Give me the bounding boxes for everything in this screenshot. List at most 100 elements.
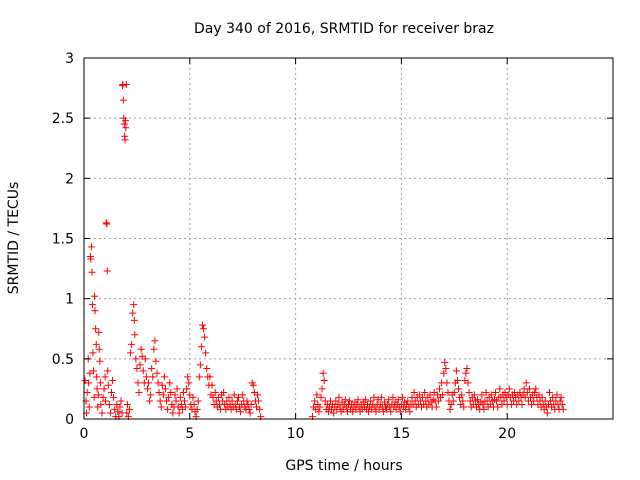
y-tick-label: 0.5: [52, 352, 74, 368]
data-point: [150, 345, 158, 353]
data-point: [387, 408, 395, 416]
x-tick-label: 20: [498, 426, 516, 442]
y-axis-label: SRMTID / TECUs: [6, 182, 22, 295]
y-tick-label: 1.5: [52, 232, 74, 248]
data-point: [255, 397, 263, 405]
data-point: [130, 316, 138, 324]
data-point: [148, 364, 156, 372]
data-point: [103, 267, 111, 275]
data-point: [182, 403, 190, 411]
data-point: [377, 393, 385, 401]
data-point: [95, 328, 103, 336]
data-point: [89, 349, 97, 357]
data-point: [129, 309, 137, 317]
data-point: [104, 367, 112, 375]
data-point: [478, 391, 486, 399]
data-point: [183, 385, 191, 393]
data-point: [90, 367, 98, 375]
data-point: [317, 393, 325, 401]
data-point: [361, 396, 369, 404]
data-point: [122, 80, 130, 88]
data-point: [558, 401, 566, 409]
data-point: [149, 373, 157, 381]
data-point: [231, 401, 239, 409]
x-tick-label: 0: [80, 426, 89, 442]
data-point: [440, 369, 448, 377]
data-point: [318, 385, 326, 393]
data-point: [370, 393, 378, 401]
data-point: [85, 379, 93, 387]
data-point: [311, 397, 319, 405]
data-point: [158, 381, 166, 389]
data-point: [528, 401, 536, 409]
data-point: [254, 391, 262, 399]
data-point: [91, 307, 99, 315]
data-point: [230, 391, 238, 399]
data-point: [101, 373, 109, 381]
data-point: [464, 379, 472, 387]
data-point: [105, 401, 113, 409]
data-point: [163, 397, 171, 405]
data-point: [458, 391, 466, 399]
data-point: [200, 325, 208, 333]
data-point: [319, 369, 327, 377]
data-point: [220, 389, 228, 397]
data-point: [444, 389, 452, 397]
data-point: [137, 345, 145, 353]
data-point: [435, 385, 443, 393]
data-point: [346, 397, 354, 405]
data-point: [494, 403, 502, 411]
data-point: [184, 373, 192, 381]
data-point: [439, 391, 447, 399]
data-point: [315, 408, 323, 416]
data-point: [212, 397, 220, 405]
data-point: [447, 401, 455, 409]
data-point: [532, 385, 540, 393]
data-point: [463, 364, 471, 372]
x-tick-label: 5: [185, 426, 194, 442]
data-point: [94, 391, 102, 399]
data-point: [505, 385, 513, 393]
data-point: [553, 391, 561, 399]
data-point: [142, 373, 150, 381]
data-point: [234, 393, 242, 401]
data-point: [442, 364, 450, 372]
data-point: [139, 367, 147, 375]
data-point: [109, 376, 117, 384]
data-point: [246, 409, 254, 417]
data-point: [225, 393, 233, 401]
data-point: [211, 389, 219, 397]
data-point: [145, 379, 153, 387]
data-point: [194, 397, 202, 405]
data-point: [450, 389, 458, 397]
data-point: [538, 393, 546, 401]
data-point: [141, 355, 149, 363]
data-point: [396, 408, 404, 416]
data-point: [130, 301, 138, 309]
data-point: [203, 364, 211, 372]
data-point: [93, 385, 101, 393]
data-point: [470, 391, 478, 399]
data-point: [164, 405, 172, 413]
data-point: [177, 401, 185, 409]
data-point: [335, 393, 343, 401]
axis-ticks: 0 5 10 15 20 0 0.5 1 1.5 2 2.5 3: [52, 51, 613, 442]
data-point: [128, 340, 136, 348]
data-point: [460, 403, 468, 411]
data-point: [198, 321, 206, 329]
data-point: [208, 381, 216, 389]
data-point: [406, 408, 414, 416]
data-point: [421, 389, 429, 397]
data-point: [434, 397, 442, 405]
data-point: [389, 393, 397, 401]
data-point: [90, 393, 98, 401]
data-point: [114, 408, 122, 416]
data-point: [157, 403, 165, 411]
data-point: [96, 357, 104, 365]
data-point: [465, 389, 473, 397]
data-point: [239, 391, 247, 399]
data-point: [169, 409, 177, 417]
x-axis-label: GPS time / hours: [285, 458, 402, 474]
data-point: [530, 397, 538, 405]
data-point: [167, 389, 175, 397]
